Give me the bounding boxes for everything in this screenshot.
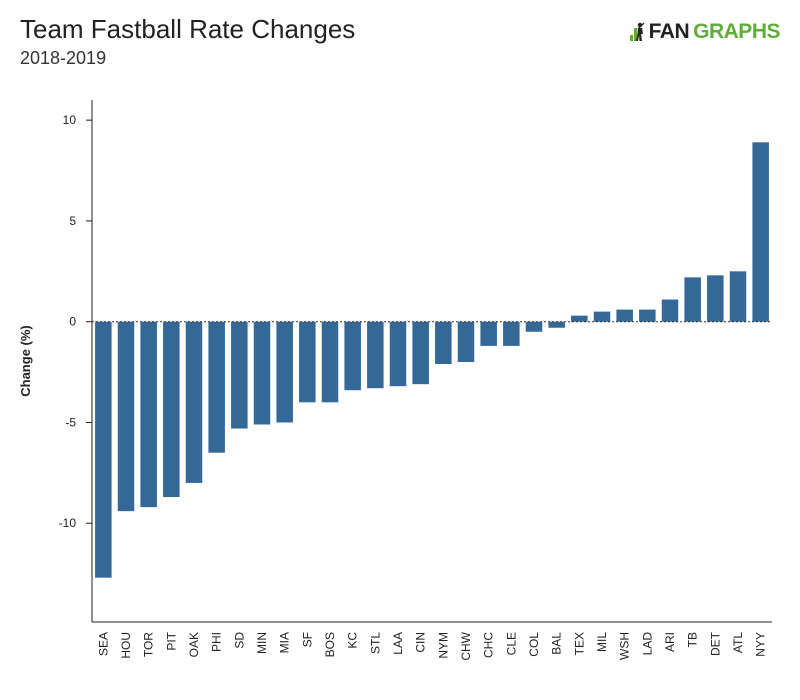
x-tick-label-cle: CLE [504,632,518,655]
x-tick-label-wsh: WSH [618,632,632,660]
bar-mia [276,321,293,423]
x-tick-label-laa: LAA [391,632,405,655]
x-tick-label-cin: CIN [414,632,428,653]
bar-mil [593,311,611,322]
x-tick-label-hou: HOU [119,632,133,659]
x-tick-label-phi: PHI [210,632,224,652]
x-tick-label-col: COL [527,632,541,657]
x-tick-label-nyy: NYY [754,632,768,657]
chart-subtitle: 2018-2019 [20,48,107,68]
bar-laa [389,321,407,387]
bar-nyy [752,142,769,322]
chart-title: Team Fastball Rate Changes [20,14,356,44]
x-tick-label-stl: STL [368,632,382,654]
y-tick-label: -10 [59,516,77,530]
y-axis-title: Change (%) [18,325,33,397]
x-tick-label-tb: TB [686,632,700,647]
logo-text-fan: FAN [648,20,690,43]
bar-sea [95,321,112,578]
y-tick-label: 10 [63,113,77,127]
bar-lad [639,309,656,322]
bar-kc [344,321,361,391]
bar-stl [367,321,384,389]
y-tick-label: 5 [69,214,76,228]
x-tick-label-pit: PIT [164,631,178,650]
x-tick-label-bal: BAL [550,632,564,655]
x-tick-label-mia: MIA [278,632,292,653]
x-tick-label-sf: SF [300,632,314,647]
bar-chw [457,321,475,363]
x-tick-label-chw: CHW [459,631,473,660]
x-tick-label-ari: ARI [663,632,677,652]
x-tick-label-chc: CHC [482,632,496,658]
bar-ari [661,299,679,322]
x-tick-label-lad: LAD [640,632,654,656]
x-tick-label-atl: ATL [731,632,745,653]
bar-sd [231,321,248,429]
bar-cin [412,321,429,385]
x-tick-label-sd: SD [232,632,246,649]
x-tick-label-det: DET [708,631,722,656]
bar-min [253,321,271,425]
x-tick-label-oak: OAK [187,632,201,657]
x-tick-label-bos: BOS [323,632,337,657]
x-tick-label-min: MIN [255,632,269,654]
x-tick-label-tex: TEX [572,632,586,655]
bar-atl [729,271,747,322]
x-tick-label-mil: MIL [595,632,609,652]
bar-phi [208,321,225,453]
x-tick-label-tor: TOR [142,632,156,657]
bar-det [707,275,724,322]
x-tick-label-kc: KC [346,632,360,649]
bar-cle [503,321,520,346]
bar-nym [435,321,452,365]
fangraphs-logo[interactable]: FAN GRAPHS [629,20,780,44]
y-tick-label: 0 [69,315,76,329]
bar-oak [185,321,203,483]
bar-bal [548,321,565,328]
y-tick-label: -5 [65,415,76,429]
batter-silhouette-icon [629,22,645,41]
bar-tex [571,315,588,322]
logo-text-graphs: GRAPHS [693,20,780,43]
bar-tb [684,277,701,322]
x-axis-labels: SEA HOU TOR PIT OAK PHI SD MIN MIA SF BOS KC STL LAA C… [96,631,767,660]
bar-chc [480,321,497,346]
bar-col [525,321,543,332]
x-tick-label-nym: NYM [436,632,450,659]
bar-tor [140,321,157,508]
bar-bos [321,321,339,403]
x-tick-label-sea: SEA [96,632,110,656]
bars-group [95,142,769,578]
bar-sf [299,321,316,403]
bar-wsh [616,309,633,322]
bar-pit [163,321,180,498]
bar-hou [117,321,135,512]
y-axis-ticks: -10 -5 0 5 10 [59,113,92,530]
